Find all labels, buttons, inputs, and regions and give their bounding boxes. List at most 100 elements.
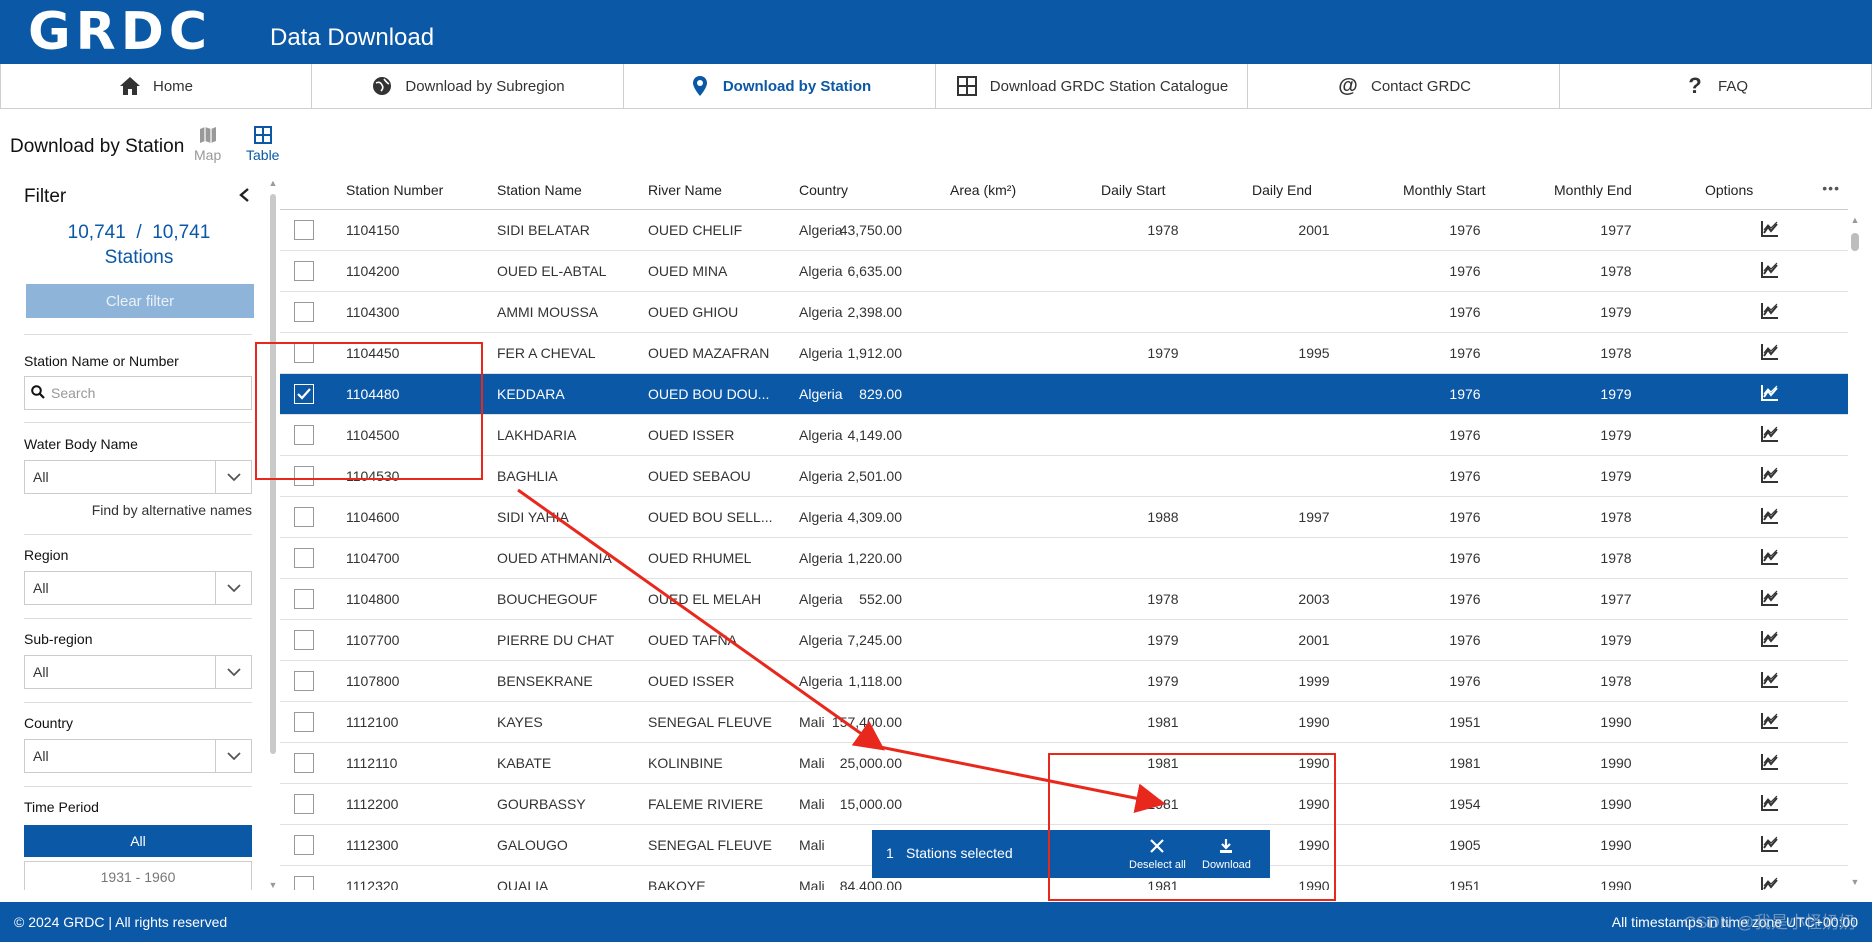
cell-monthly-end: 1990 <box>1600 837 1632 853</box>
row-checkbox[interactable] <box>294 630 314 650</box>
country-select[interactable]: All <box>24 739 252 773</box>
scrollbar-thumb[interactable] <box>270 194 276 754</box>
col-country[interactable]: Country <box>799 182 849 198</box>
table-row[interactable]: 1104600 SIDI YAHIA OUED BOU SELL... Algeria… <box>280 497 1848 538</box>
line-chart-icon[interactable] <box>1760 260 1780 280</box>
table-row[interactable]: 1104150 SIDI BELATAR OUED CHELIF Algeria 43,… <box>280 210 1848 251</box>
line-chart-icon[interactable] <box>1760 547 1780 567</box>
row-checkbox[interactable] <box>294 425 314 445</box>
scroll-down-icon[interactable]: ▼ <box>268 880 278 890</box>
row-checkbox[interactable] <box>294 794 314 814</box>
line-chart-icon[interactable] <box>1760 465 1780 485</box>
line-chart-icon[interactable] <box>1760 301 1780 321</box>
row-checkbox[interactable] <box>294 835 314 855</box>
table-row[interactable]: 1104530 BAGHLIA OUED SEBAOU Algeria 2,501.00… <box>280 456 1848 497</box>
scroll-up-icon[interactable]: ▲ <box>1850 215 1860 225</box>
view-map-toggle[interactable]: Map <box>194 126 221 163</box>
nav-faq[interactable]: ? FAQ <box>1560 64 1872 108</box>
view-table-toggle[interactable]: Table <box>246 126 279 163</box>
cell-monthly-start: 1905 <box>1449 837 1481 853</box>
row-checkbox[interactable] <box>294 384 314 404</box>
table-row[interactable]: 1107700 PIERRE DU CHAT OUED TAFNA Algeria 7,… <box>280 620 1848 661</box>
line-chart-icon[interactable] <box>1760 219 1780 239</box>
row-checkbox[interactable] <box>294 753 314 773</box>
deselect-all-label: Deselect all <box>1129 859 1186 871</box>
cell-river-name: OUED MINA <box>648 263 728 279</box>
col-daily-start[interactable]: Daily Start <box>1101 182 1166 198</box>
col-daily-end[interactable]: Daily End <box>1252 182 1312 198</box>
col-area[interactable]: Area (km²) <box>950 182 1017 198</box>
line-chart-icon[interactable] <box>1760 588 1780 608</box>
row-checkbox[interactable] <box>294 220 314 240</box>
row-checkbox[interactable] <box>294 589 314 609</box>
table-row[interactable]: 1107800 BENSEKRANE OUED ISSER Algeria 1,118.… <box>280 661 1848 702</box>
cell-station-number: 1112100 <box>346 714 399 730</box>
alt-names-link[interactable]: Find by alternative names <box>91 502 252 518</box>
table-row[interactable]: 1104200 OUED EL-ABTAL OUED MINA Algeria 6,63… <box>280 251 1848 292</box>
table-row[interactable]: 1112320 OUALIA BAKOYE Mali 84,400.00 1981 1990… <box>280 866 1848 890</box>
table-row[interactable]: 1104480 KEDDARA OUED BOU DOU... Algeria 829.… <box>280 374 1848 415</box>
cell-daily-end: 2003 <box>1298 591 1330 607</box>
line-chart-icon[interactable] <box>1760 711 1780 731</box>
row-checkbox[interactable] <box>294 302 314 322</box>
table-row[interactable]: 1104500 LAKHDARIA OUED ISSER Algeria 4,149.0… <box>280 415 1848 456</box>
water-body-select[interactable]: All <box>24 460 252 494</box>
line-chart-icon[interactable] <box>1760 793 1780 813</box>
question-icon: ? <box>1688 73 1702 98</box>
nav-download-by-subregion[interactable]: Download by Subregion <box>312 64 624 108</box>
table-row[interactable]: 1112100 KAYES SENEGAL FLEUVE Mali 157,400.00… <box>280 702 1848 743</box>
nav-download-by-station[interactable]: Download by Station <box>624 64 936 108</box>
line-chart-icon[interactable] <box>1760 342 1780 362</box>
deselect-all-button[interactable]: Deselect all <box>1129 838 1186 871</box>
row-checkbox[interactable] <box>294 712 314 732</box>
cell-country: Algeria <box>799 222 843 238</box>
cell-station-number: 1112320 <box>346 878 399 890</box>
col-river-name[interactable]: River Name <box>648 182 722 198</box>
filter-scrollbar[interactable]: ▲ ▼ <box>268 178 278 890</box>
row-checkbox[interactable] <box>294 671 314 691</box>
table-row[interactable]: 1104300 AMMI MOUSSA OUED GHIOU Algeria 2,398… <box>280 292 1848 333</box>
download-button[interactable]: Download <box>1202 838 1251 871</box>
period-1931-1960-button[interactable]: 1931 - 1960 <box>24 861 252 890</box>
line-chart-icon[interactable] <box>1760 752 1780 772</box>
globe-icon <box>371 75 393 97</box>
line-chart-icon[interactable] <box>1760 670 1780 690</box>
table-row[interactable]: 1104700 OUED ATHMANIA OUED RHUMEL Algeria 1,… <box>280 538 1848 579</box>
cell-daily-end: 1990 <box>1298 878 1330 890</box>
collapse-filter-icon[interactable] <box>238 186 250 209</box>
row-checkbox[interactable] <box>294 876 314 890</box>
subregion-select[interactable]: All <box>24 655 252 689</box>
scrollbar-thumb[interactable] <box>1851 233 1859 251</box>
row-checkbox[interactable] <box>294 466 314 486</box>
col-station-number[interactable]: Station Number <box>346 182 444 198</box>
more-columns-icon[interactable]: ••• <box>1822 180 1840 196</box>
line-chart-icon[interactable] <box>1760 629 1780 649</box>
cell-river-name: OUED ISSER <box>648 673 735 689</box>
table-row[interactable]: 1104800 BOUCHEGOUF OUED EL MELAH Algeria 552… <box>280 579 1848 620</box>
scroll-up-icon[interactable]: ▲ <box>268 178 278 188</box>
col-monthly-end[interactable]: Monthly End <box>1554 182 1632 198</box>
scroll-down-icon[interactable]: ▼ <box>1850 877 1860 887</box>
row-checkbox[interactable] <box>294 507 314 527</box>
table-scrollbar[interactable]: ▲ ▼ <box>1848 215 1862 887</box>
at-icon: @ <box>1338 74 1358 97</box>
line-chart-icon[interactable] <box>1760 834 1780 854</box>
row-checkbox[interactable] <box>294 548 314 568</box>
nav-home[interactable]: Home <box>0 64 312 108</box>
line-chart-icon[interactable] <box>1760 383 1780 403</box>
line-chart-icon[interactable] <box>1760 875 1780 890</box>
col-station-name[interactable]: Station Name <box>497 182 582 198</box>
nav-contact[interactable]: @ Contact GRDC <box>1248 64 1560 108</box>
row-checkbox[interactable] <box>294 261 314 281</box>
grdc-logo[interactable]: GRDC <box>28 2 213 62</box>
col-monthly-start[interactable]: Monthly Start <box>1403 182 1486 198</box>
station-search-input[interactable]: Search <box>24 376 252 410</box>
period-all-button[interactable]: All <box>24 825 252 857</box>
clear-filter-button[interactable]: Clear filter <box>26 284 254 318</box>
nav-download-catalogue[interactable]: Download GRDC Station Catalogue <box>936 64 1248 108</box>
cell-river-name: KOLINBINE <box>648 755 723 771</box>
table-row[interactable]: 1104450 FER A CHEVAL OUED MAZAFRAN Algeria 1… <box>280 333 1848 374</box>
line-chart-icon[interactable] <box>1760 424 1780 444</box>
region-select[interactable]: All <box>24 571 252 605</box>
line-chart-icon[interactable] <box>1760 506 1780 526</box>
